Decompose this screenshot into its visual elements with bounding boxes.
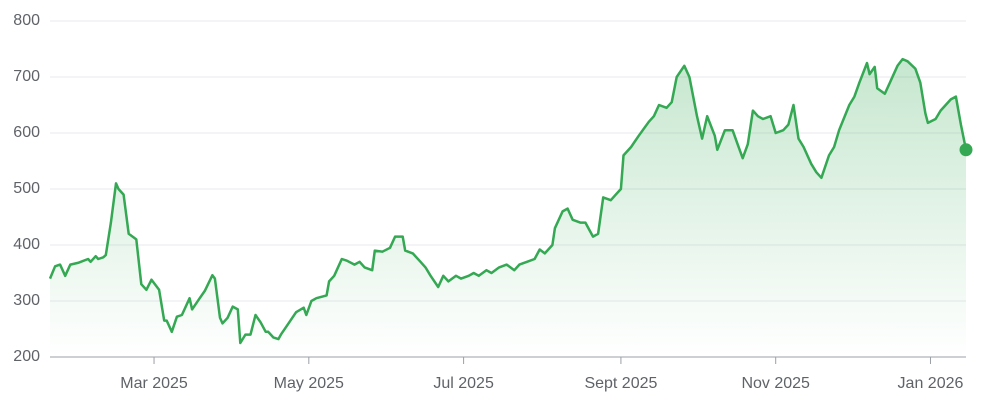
y-tick-label: 400 [13, 236, 40, 253]
x-tick-label: Mar 2025 [120, 375, 188, 392]
y-tick-label: 800 [13, 12, 40, 29]
y-tick-label: 300 [13, 292, 40, 309]
price-line [48, 57, 968, 345]
x-tick-label: Jan 2026 [898, 375, 964, 392]
y-tick-label: 500 [13, 180, 40, 197]
x-tick-label: Jul 2025 [433, 375, 494, 392]
x-tick-label: Sept 2025 [584, 375, 657, 392]
x-tick-label: Nov 2025 [741, 375, 810, 392]
x-tick-label: May 2025 [274, 375, 344, 392]
area [50, 59, 966, 357]
y-tick-label: 200 [13, 348, 40, 365]
last-point [959, 143, 973, 157]
y-tick-label: 700 [13, 68, 40, 85]
y-tick-label: 600 [13, 124, 40, 141]
